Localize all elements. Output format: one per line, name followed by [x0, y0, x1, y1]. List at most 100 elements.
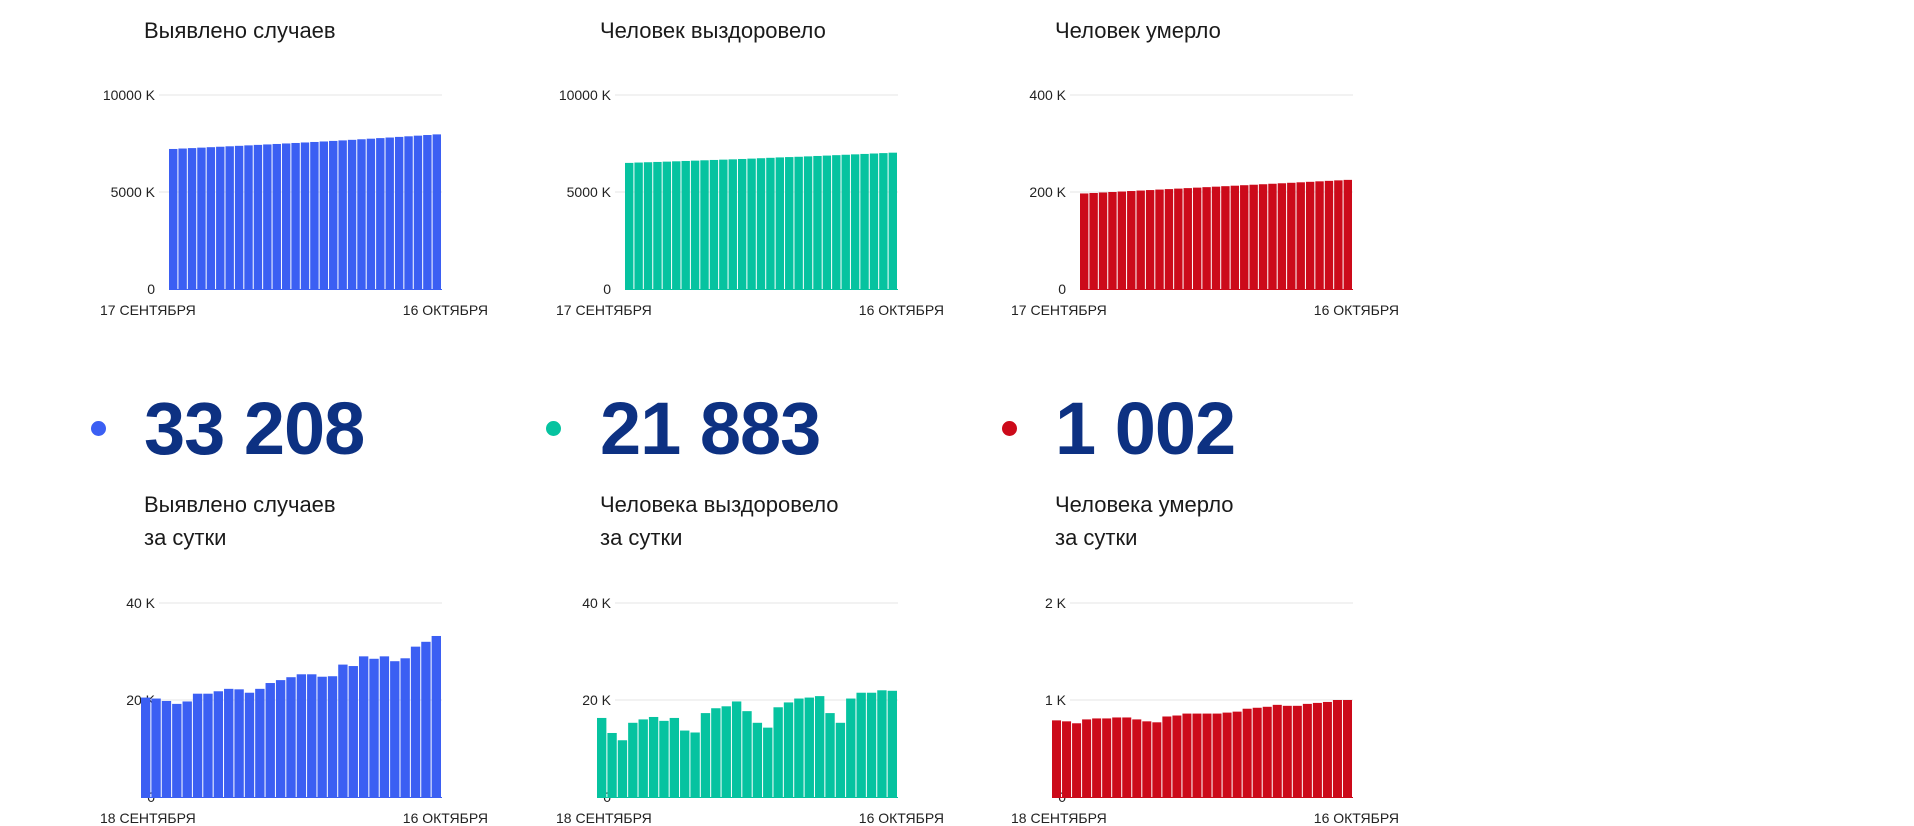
- bar: [329, 140, 338, 289]
- bar: [634, 162, 643, 289]
- bar: [192, 693, 203, 797]
- bar: [700, 160, 709, 289]
- cases-daily-value: 33 208: [144, 387, 365, 470]
- bar: [1152, 722, 1162, 797]
- deaths-daily-title-line1: Человека умерло: [1055, 492, 1234, 517]
- bar: [832, 155, 841, 289]
- bar: [263, 144, 272, 289]
- bar: [265, 683, 275, 797]
- deaths-daily-value: 1 002: [1055, 387, 1236, 470]
- bar: [1122, 717, 1132, 797]
- bar: [400, 658, 410, 797]
- bar: [307, 674, 317, 797]
- bar: [1272, 704, 1282, 797]
- bar: [213, 691, 224, 797]
- bar: [617, 740, 628, 797]
- bar: [794, 156, 803, 289]
- cases-dot-icon: [91, 421, 106, 436]
- bar: [255, 688, 265, 797]
- bar: [607, 732, 617, 797]
- bar: [794, 698, 804, 797]
- x-tick-label-start: 18 СЕНТЯБРЯ: [100, 810, 196, 826]
- bar: [319, 141, 329, 289]
- bar: [1249, 184, 1258, 289]
- bar: [860, 153, 869, 289]
- bar: [1334, 180, 1343, 289]
- x-tick-label-start: 17 СЕНТЯБРЯ: [556, 302, 652, 318]
- bar: [1162, 716, 1172, 797]
- bar: [1202, 187, 1211, 289]
- bar: [224, 688, 234, 797]
- bar: [728, 159, 737, 289]
- bar: [1080, 193, 1089, 289]
- bar: [432, 134, 441, 289]
- bar: [625, 162, 634, 289]
- bar: [431, 635, 441, 797]
- bar: [1302, 703, 1312, 797]
- bar: [357, 139, 366, 289]
- bar: [672, 161, 681, 289]
- bar: [1102, 718, 1112, 797]
- chart-cases-total: 0 5000 K 10000 K 17 СЕНТЯБРЯ 16 ОКТЯБРЯ: [100, 87, 488, 318]
- cases-daily-title-line2: за сутки: [144, 525, 227, 550]
- bar: [1183, 188, 1192, 289]
- bar: [653, 161, 662, 289]
- bar: [813, 155, 822, 289]
- bar: [376, 138, 385, 289]
- recovered-daily-title-line2: за сутки: [600, 525, 683, 550]
- bar: [286, 677, 296, 797]
- bar: [169, 148, 178, 289]
- bar: [1322, 701, 1332, 797]
- recovered-daily-value: 21 883: [600, 387, 821, 470]
- cases-daily-title-line1: Выявлено случаев: [144, 492, 336, 517]
- x-tick-label-end: 16 ОКТЯБРЯ: [1314, 302, 1399, 318]
- bar: [1242, 708, 1252, 797]
- recovered-daily-title-line1: Человека выздоровело: [600, 492, 839, 517]
- bar: [825, 713, 835, 797]
- bar: [887, 690, 897, 797]
- x-tick-label-end: 16 ОКТЯБРЯ: [859, 810, 944, 826]
- bar: [421, 641, 431, 797]
- bar: [721, 706, 731, 797]
- bar: [1296, 182, 1305, 289]
- bar: [1174, 188, 1183, 289]
- bar: [404, 136, 413, 289]
- bar: [737, 158, 747, 289]
- bar: [597, 717, 607, 797]
- bar: [1082, 719, 1092, 797]
- bar: [1062, 721, 1072, 797]
- bar: [1232, 711, 1242, 797]
- bar: [291, 142, 300, 289]
- y-tick-label: 5000 K: [111, 184, 156, 200]
- bar: [1342, 700, 1352, 797]
- y-tick-label: 200 K: [1029, 184, 1066, 200]
- chart-title-cases-total: Выявлено случаев: [144, 18, 336, 43]
- bar: [369, 658, 379, 797]
- bar: [628, 722, 638, 797]
- bar: [803, 156, 813, 289]
- bar: [1222, 712, 1232, 797]
- bar: [709, 159, 719, 289]
- bar: [327, 676, 338, 797]
- y-tick-label: 0: [147, 281, 155, 297]
- bar: [1252, 707, 1262, 797]
- bar: [151, 698, 161, 797]
- bar: [253, 144, 263, 289]
- chart-title-deaths-total: Человек умерло: [1055, 18, 1221, 43]
- bar: [648, 716, 659, 797]
- bar: [1127, 191, 1136, 289]
- bar: [731, 701, 742, 797]
- bar: [643, 162, 653, 289]
- bar: [869, 153, 879, 289]
- bar: [1221, 186, 1230, 289]
- x-tick-label-end: 16 ОКТЯБРЯ: [403, 302, 488, 318]
- bar: [182, 701, 192, 797]
- bar: [846, 698, 856, 797]
- bar: [244, 145, 253, 289]
- bar: [747, 158, 756, 289]
- y-tick-label: 0: [603, 281, 611, 297]
- bar: [410, 646, 421, 797]
- bar: [690, 160, 700, 289]
- bar: [423, 135, 432, 289]
